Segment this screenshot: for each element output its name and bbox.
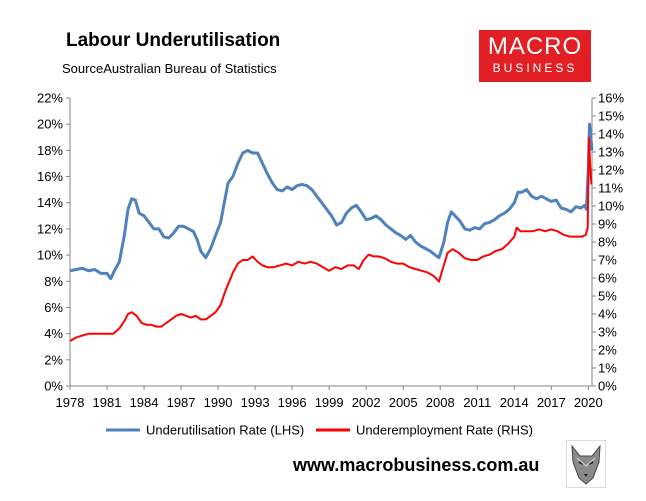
left-axis-tick-label: 8%: [44, 274, 63, 289]
right-axis-tick-label: 13%: [598, 145, 624, 160]
left-axis-tick-label: 20%: [37, 117, 63, 132]
left-axis-tick-label: 2%: [44, 352, 63, 367]
right-axis-tick-label: 15%: [598, 109, 624, 124]
underutilisation-rate-line: [69, 122, 594, 281]
x-axis-tick-label: 2017: [537, 395, 566, 410]
left-axis-tick-label: 18%: [37, 143, 63, 158]
right-axis-tick-label: 10%: [598, 199, 624, 214]
right-axis-tick-label: 3%: [598, 325, 617, 340]
x-axis-tick-label: 2014: [500, 395, 529, 410]
left-axis-tick-label: 12%: [37, 221, 63, 236]
left-axis-tick-label: 6%: [44, 300, 63, 315]
logo-line-1: MACRO: [487, 33, 583, 60]
right-axis-tick-label: 5%: [598, 289, 617, 304]
logo-line-2: BUSINESS: [492, 61, 578, 75]
x-axis-tick-label: 1984: [130, 395, 159, 410]
right-axis-tick-label: 8%: [598, 235, 617, 250]
right-axis-tick-label: 4%: [598, 307, 617, 322]
macrobusiness-logo: MACRO BUSINESS: [479, 30, 591, 82]
x-axis-tick-label: 1999: [315, 395, 344, 410]
x-axis-tick-label: 2005: [389, 395, 418, 410]
x-axis-tick-label: 2002: [352, 395, 381, 410]
left-axis-tick-label: 14%: [37, 195, 63, 210]
x-axis-tick-label: 1987: [167, 395, 196, 410]
right-axis-tick-label: 16%: [598, 91, 624, 106]
chart-source: SourceAustralian Bureau of Statistics: [62, 61, 277, 76]
legend-label-underutilisation: Underutilisation Rate (LHS): [146, 423, 304, 438]
right-axis-tick-label: 1%: [598, 361, 617, 376]
right-axis-tick-label: 7%: [598, 253, 617, 268]
right-axis-tick-label: 0%: [598, 379, 617, 394]
x-axis-tick-label: 1993: [241, 395, 270, 410]
left-axis-tick-label: 10%: [37, 248, 63, 263]
left-axis-tick-label: 0%: [44, 379, 63, 394]
left-axis-tick-label: 4%: [44, 326, 63, 341]
right-axis-tick-label: 11%: [598, 181, 623, 196]
website-url: www.macrobusiness.com.au: [293, 455, 540, 475]
underemployment-rate-line: [69, 136, 593, 342]
right-axis-tick-label: 2%: [598, 343, 617, 358]
x-axis-tick-label: 2020: [574, 395, 603, 410]
left-axis-tick-label: 22%: [37, 91, 63, 106]
left-axis-tick-label: 16%: [37, 169, 63, 184]
right-axis-tick-label: 14%: [598, 127, 624, 142]
chart-title: Labour Underutilisation: [66, 30, 281, 51]
right-axis-tick-label: 6%: [598, 271, 617, 286]
x-axis-tick-label: 2008: [426, 395, 455, 410]
legend-label-underemployment: Underemployment Rate (RHS): [356, 423, 533, 438]
x-axis-tick-label: 2011: [463, 395, 491, 410]
x-axis-tick-label: 1990: [204, 395, 233, 410]
x-axis-tick-label: 1996: [278, 395, 307, 410]
x-axis-tick-label: 1981: [93, 395, 122, 410]
right-axis-tick-label: 12%: [598, 163, 624, 178]
right-axis-tick-label: 9%: [598, 217, 617, 232]
wolf-head-icon: [566, 440, 606, 488]
x-axis-tick-label: 1978: [56, 395, 85, 410]
